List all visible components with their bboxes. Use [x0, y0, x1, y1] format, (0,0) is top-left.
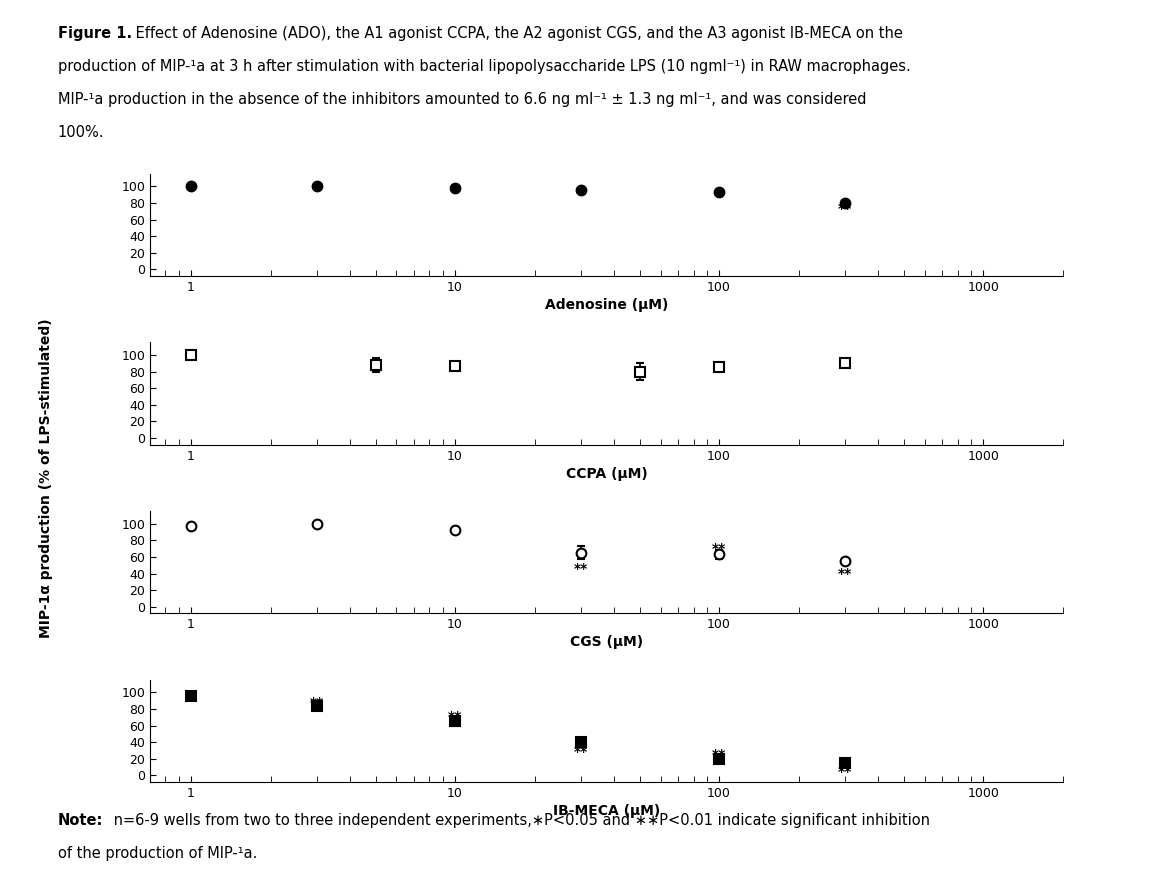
Text: of the production of MIP-¹a.: of the production of MIP-¹a.	[58, 846, 258, 860]
X-axis label: IB-MECA (μM): IB-MECA (μM)	[553, 804, 660, 818]
Text: n=6-9 wells from two to three independent experiments,∗P<0.05 and ∗∗P<0.01 indic: n=6-9 wells from two to three independen…	[109, 813, 930, 827]
Text: **: **	[448, 710, 462, 724]
Text: Note:: Note:	[58, 813, 103, 827]
Text: **: **	[711, 541, 726, 555]
Text: Effect of Adenosine (ADO), the A1 agonist CCPA, the A2 agonist CGS, and the A3 a: Effect of Adenosine (ADO), the A1 agonis…	[131, 26, 902, 41]
X-axis label: CCPA (μM): CCPA (μM)	[566, 467, 647, 481]
Text: Figure 1.: Figure 1.	[58, 26, 132, 41]
Text: **: **	[574, 561, 588, 575]
Text: MIP-¹a production in the absence of the inhibitors amounted to 6.6 ng ml⁻¹ ± 1.3: MIP-¹a production in the absence of the …	[58, 92, 866, 107]
X-axis label: CGS (μM): CGS (μM)	[569, 635, 643, 649]
Text: 100%.: 100%.	[58, 125, 104, 140]
Text: **: **	[837, 567, 852, 580]
Text: **: **	[837, 202, 852, 216]
Text: **: **	[837, 765, 852, 779]
Text: **: **	[574, 746, 588, 760]
Text: **: **	[310, 696, 325, 710]
Text: MIP-1α production (% of LPS-stimulated): MIP-1α production (% of LPS-stimulated)	[39, 318, 53, 638]
X-axis label: Adenosine (μM): Adenosine (μM)	[545, 298, 668, 312]
Text: **: **	[711, 747, 726, 761]
Text: production of MIP-¹a at 3 h after stimulation with bacterial lipopolysaccharide : production of MIP-¹a at 3 h after stimul…	[58, 59, 910, 74]
